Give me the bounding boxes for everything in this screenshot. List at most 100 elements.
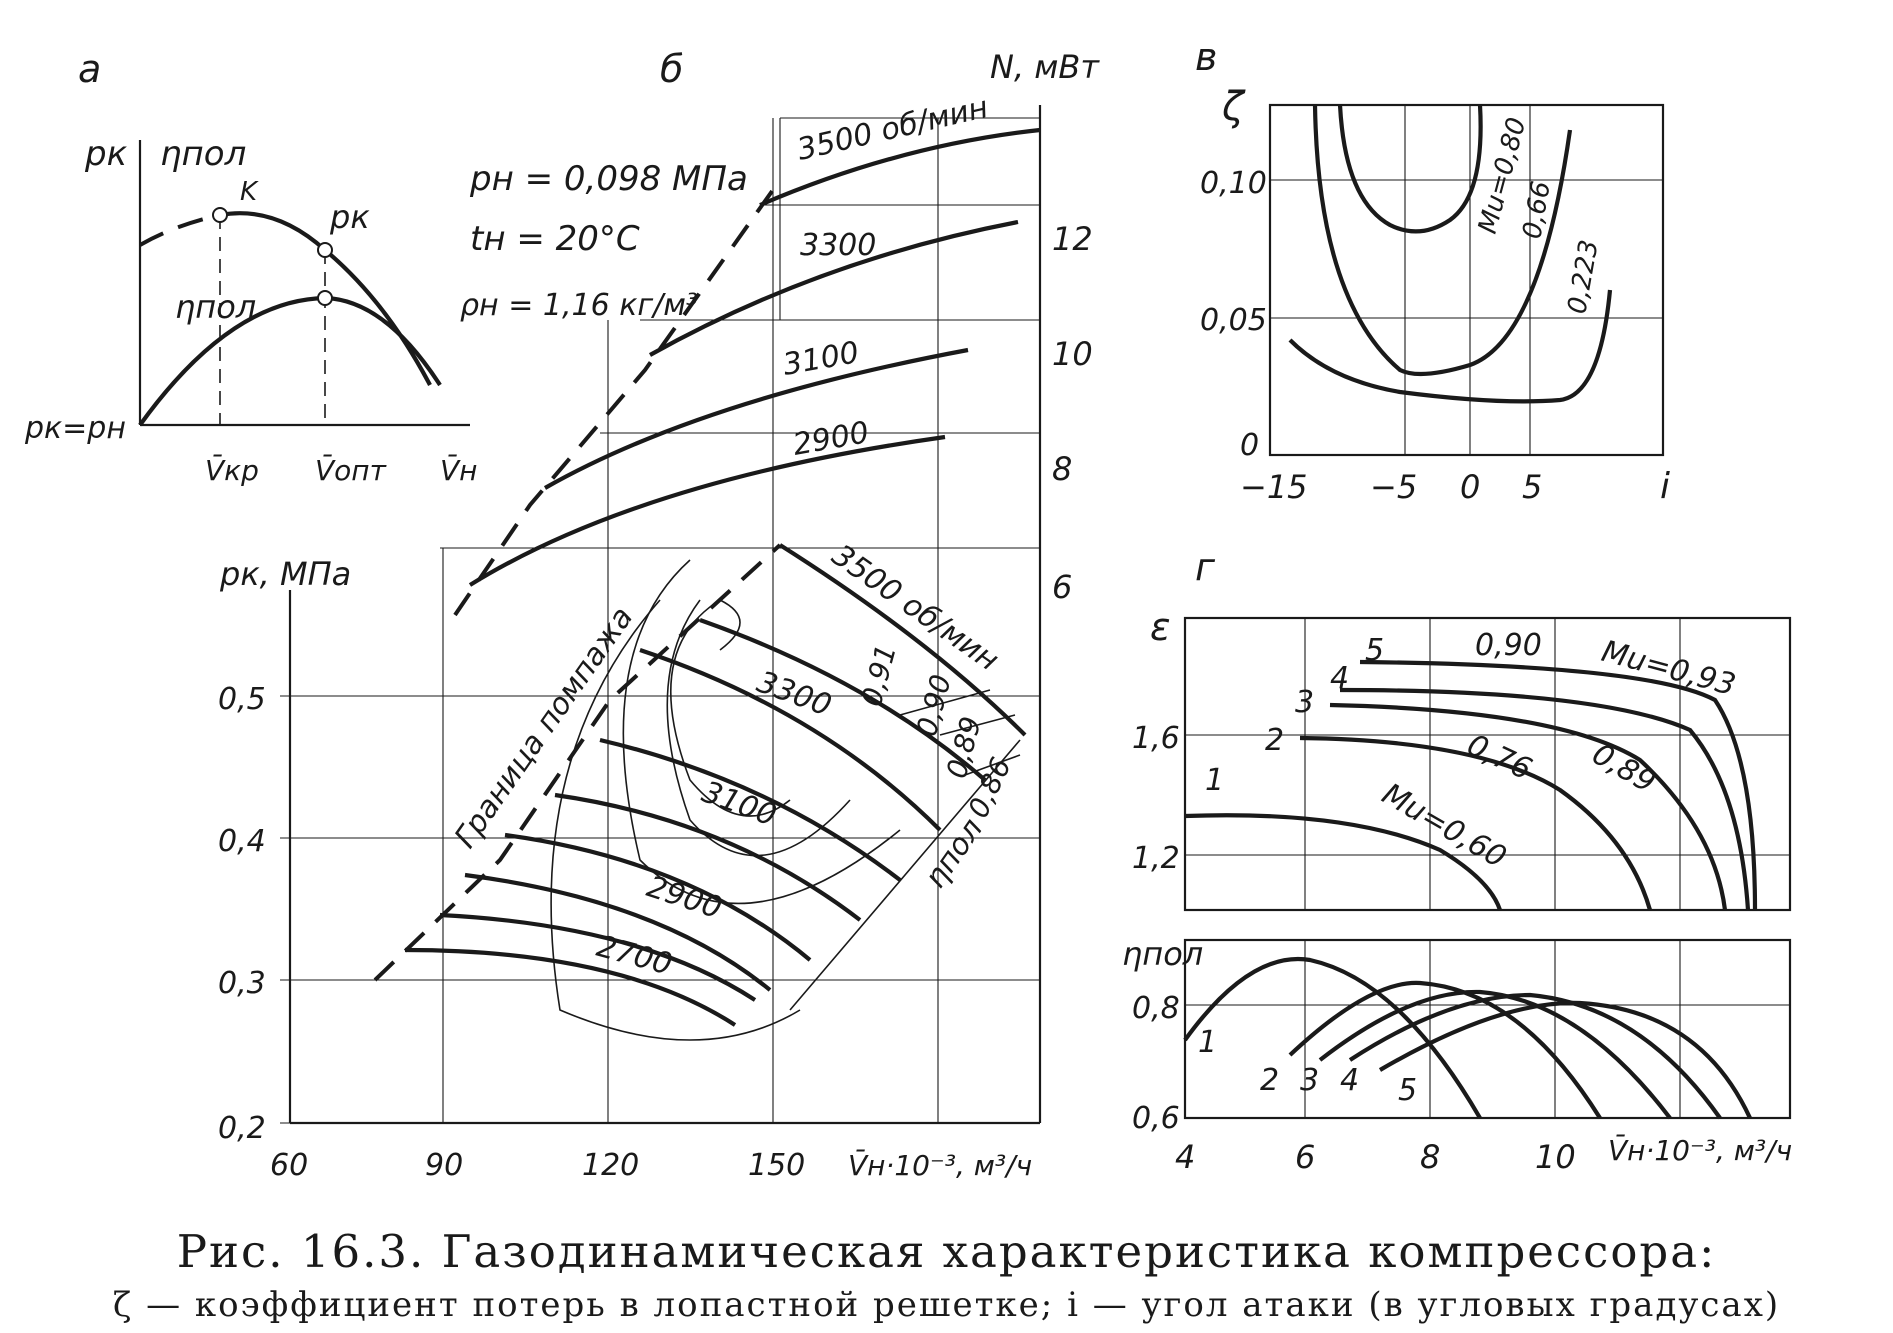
panel-d-ylabel-top: ε <box>1150 605 1171 649</box>
panel-a-xlabel-vopt: V̄опт <box>315 453 387 487</box>
panel-a-point-pk <box>317 242 333 258</box>
panel-a-point-k <box>212 207 228 223</box>
panel-b-eta-contour-091 <box>670 599 791 817</box>
panel-d-eta-name-5: 5 <box>1398 1073 1417 1108</box>
panel-d-ratio-label-089: 0,89 <box>1586 737 1661 801</box>
panel-d-ratio-name-3: 3 <box>1295 685 1314 720</box>
panel-d-ytick-16: 1,6 <box>1132 721 1180 756</box>
panel-b-ylabel-left: pк, МПа <box>219 555 351 593</box>
panel-c-curve-0223 <box>1288 289 1613 404</box>
panel-d-xtick-8: 8 <box>1420 1138 1440 1176</box>
panel-d-ratio-name-1: 1 <box>1205 763 1224 798</box>
panel-b-power-label-2900: 2900 <box>790 415 871 463</box>
panel-b-ytick-04: 0,4 <box>218 824 266 859</box>
panel-b-power-3500 <box>759 127 1041 207</box>
panel-d-ratio-label-060: Mu=0,60 <box>1376 777 1512 876</box>
panel-b-xtick-60: 60 <box>270 1148 308 1183</box>
panel-b-pressure-3300 <box>699 618 987 782</box>
panel-c-xtick-5: 5 <box>1522 468 1542 506</box>
panel-b-ylabel-right: N, мВт <box>990 48 1100 86</box>
panel-b-pressure-3100 <box>599 737 902 882</box>
panel-d-ytick-08: 0,8 <box>1132 991 1180 1026</box>
panel-b-power-surge-line <box>453 178 782 617</box>
panel-b-surge-label: Граница помпажа <box>448 601 640 855</box>
panel-d-xlabel: V̄н·10⁻³, м³/ч <box>1608 1133 1792 1167</box>
panel-d-ratio-3 <box>1329 702 1728 911</box>
panel-b-power-3100 <box>543 347 969 490</box>
panel-b-xlabel: V̄н·10⁻³, м³/ч <box>848 1148 1032 1182</box>
panel-b-rtick-8: 8 <box>1052 450 1072 488</box>
panel-c-label-0223: 0,223 <box>1562 238 1604 317</box>
panel-b-cond-p: pн = 0,098 МПа <box>469 159 748 199</box>
panel-a-curve-label-eta: ηпол <box>175 288 256 326</box>
panel-b-eta-contour-086 <box>550 599 801 1041</box>
panel-b-xtick-90: 90 <box>425 1148 463 1183</box>
panel-c-xlabel: i <box>1660 466 1670 507</box>
panel-b-pressure-mid-2 <box>554 792 862 922</box>
panel-d-ratio-1 <box>1184 813 1502 911</box>
panel-d-bottom-frame <box>1183 938 1792 1120</box>
panel-b-eta-contour-090 <box>666 599 851 857</box>
panel-d-eta-name-1: 1 <box>1198 1025 1217 1060</box>
panel-c-letter: в <box>1195 35 1217 79</box>
panel-b-eta-contour-089 <box>622 559 901 905</box>
figure-caption-legend: ζ — коэффициент потерь в лопастной решет… <box>112 1285 1781 1325</box>
panel-d-ratio-name-4: 4 <box>1330 661 1349 696</box>
panel-d-ratio-label-076: 0,76 <box>1462 728 1537 788</box>
panel-d-xtick-10: 10 <box>1535 1138 1576 1176</box>
panel-d-ratio-name-2: 2 <box>1265 723 1284 758</box>
panel-b-cond-t: tн = 20°С <box>470 219 640 259</box>
panel-d-ratio-name-5: 5 <box>1365 633 1384 668</box>
panel-a-xlabel-vn: V̄н <box>440 453 477 487</box>
panel-b-power-2900 <box>468 434 946 587</box>
panel-b-grid <box>280 117 1040 1124</box>
panel-b-eta-091: 0,91 <box>855 641 903 710</box>
panel-c-curve-066 <box>1312 104 1573 377</box>
panel-b-pressure-label-2900: 2900 <box>643 869 726 926</box>
panel-d-ratio-5 <box>1359 659 1758 911</box>
panel-b-rtick-12: 12 <box>1052 220 1093 258</box>
panel-a-origin-label: pк=pн <box>24 411 126 446</box>
panel-c-frame <box>1268 103 1665 457</box>
panel-a-point-label-k: K <box>240 177 259 207</box>
panel-a-ylabel-pk: pк <box>84 134 128 174</box>
panel-d-ratio-4 <box>1339 687 1751 911</box>
panel-d-xtick-4: 4 <box>1175 1138 1195 1176</box>
panel-d-ratio-label-090: 0,90 <box>1475 628 1542 663</box>
panel-d-top-frame <box>1183 616 1792 912</box>
panel-b-pressure-mid-4 <box>439 912 757 1002</box>
panel-d-top-grid <box>1185 618 1790 910</box>
panel-d-eta-5 <box>1378 1000 1752 1119</box>
panel-b-letter: б <box>660 47 683 91</box>
panel-d-ratio-label-093: Mu=0,93 <box>1598 634 1739 703</box>
panel-d-ytick-06: 0,6 <box>1132 1101 1180 1136</box>
panel-a-letter: а <box>78 47 101 91</box>
panel-c-ytick-005: 0,05 <box>1200 303 1267 338</box>
panel-a-pk-dashed <box>139 213 221 247</box>
panel-b-pressure-label-2700: 2700 <box>593 929 676 983</box>
panel-d-eta-4 <box>1348 992 1722 1120</box>
panel-b-surge-line <box>373 543 782 982</box>
panel-d-eta-name-3: 3 <box>1300 1063 1319 1098</box>
panel-b-pressure-2900 <box>504 832 812 962</box>
panel-b-rtick-6: 6 <box>1052 568 1072 606</box>
panel-d-eta-1 <box>1183 956 1482 1120</box>
panel-b-xtick-120: 120 <box>582 1148 639 1183</box>
panel-b-ytick-02: 0,2 <box>218 1111 266 1146</box>
panel-d-eta-3 <box>1318 989 1672 1120</box>
panel-b-rtick-10: 10 <box>1052 335 1093 373</box>
panel-b-pressure-mid-1 <box>639 648 942 832</box>
panel-c-ylabel: ζ <box>1221 84 1246 130</box>
panel-b-pressure-3500 <box>778 543 1027 737</box>
panel-c-curve-080 <box>1337 104 1483 234</box>
panel-b-ytick-03: 0,3 <box>218 966 266 1001</box>
panel-c-ytick-0: 0 <box>1240 428 1259 463</box>
panel-c-ytick-010: 0,10 <box>1200 166 1267 201</box>
panel-d-eta-name-2: 2 <box>1260 1063 1279 1098</box>
panel-b-power-3300 <box>648 219 1019 357</box>
panel-d-letter: г <box>1195 545 1216 589</box>
panel-d-xtick-6: 6 <box>1295 1138 1315 1176</box>
panel-b-eta-title: ηпол <box>918 812 990 894</box>
panel-d-eta-2 <box>1288 980 1602 1120</box>
panel-a: а pк ηпол K pк ηпол pк=pн V̄кр V̄опт V̄н <box>24 47 477 487</box>
